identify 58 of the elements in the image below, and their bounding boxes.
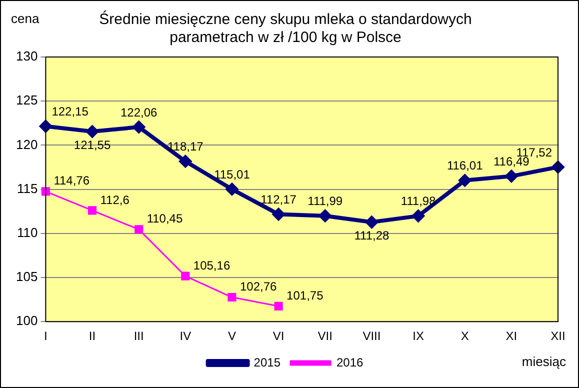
data-label: 115,01 [214,168,250,182]
data-label: 118,17 [168,140,204,154]
point [552,161,564,174]
x-tick-label: VII [318,329,332,344]
data-label: 111,28 [354,228,390,242]
x-tick-label: IX [412,329,424,344]
point [86,126,98,138]
data-label: 121,55 [74,138,111,152]
x-tick-label: XI [506,329,518,344]
data-label: 122,06 [120,105,158,120]
data-label: 112,17 [260,192,297,207]
y-tick-label: 130 [16,48,38,64]
data-label: 101,75 [286,288,324,302]
point [179,155,192,168]
x-tick-label: V [228,329,236,344]
x-tick-label: III [134,329,144,344]
x-tick-label: VIII [362,329,381,344]
point [319,210,332,222]
point [458,174,471,186]
point [272,208,285,220]
point [132,121,145,134]
data-label: 105,16 [193,258,230,272]
point [226,183,238,196]
x-tick-label: X [460,329,469,344]
point [412,210,424,222]
point [228,292,236,302]
point [181,272,190,280]
y-tick-label: 115 [16,180,38,196]
x-tick-label: XII [550,329,566,344]
chart-title: Średnie miesięczne ceny skupu mleka o standardowych parametrach w zł /100 kg w Polsce [99,10,472,46]
y-tick-label: 105 [16,269,38,284]
y-tick-label: 100 [16,313,38,328]
x-tick-label: I [44,329,48,344]
data-label: 114,76 [54,174,90,188]
data-label: 102,76 [240,280,278,294]
x-tick-label: IV [180,329,192,344]
data-label: 122,15 [52,104,89,119]
point [88,206,97,215]
y-tick-label: 120 [16,136,38,152]
point [366,216,378,228]
y-tick-label: 125 [16,92,38,108]
data-label: 111,98 [400,194,436,208]
data-label: 111,99 [308,194,343,208]
data-label: 112,6 [100,192,130,207]
legend-label: 2016 [336,355,364,370]
y-tick-label: 110 [16,224,38,240]
point [274,302,283,310]
data-label: 117,52 [516,145,552,160]
x-tick-label: VI [272,329,284,344]
legend-label: 2015 [254,355,281,370]
x-tick-label: II [88,329,96,344]
point [40,120,52,132]
data-label: 116,01 [446,158,484,173]
data-label: 110,45 [146,212,183,226]
y-axis-title: cena [11,11,40,26]
point [505,170,518,182]
x-axis-title: miesiąc [522,354,566,369]
point [134,225,144,234]
